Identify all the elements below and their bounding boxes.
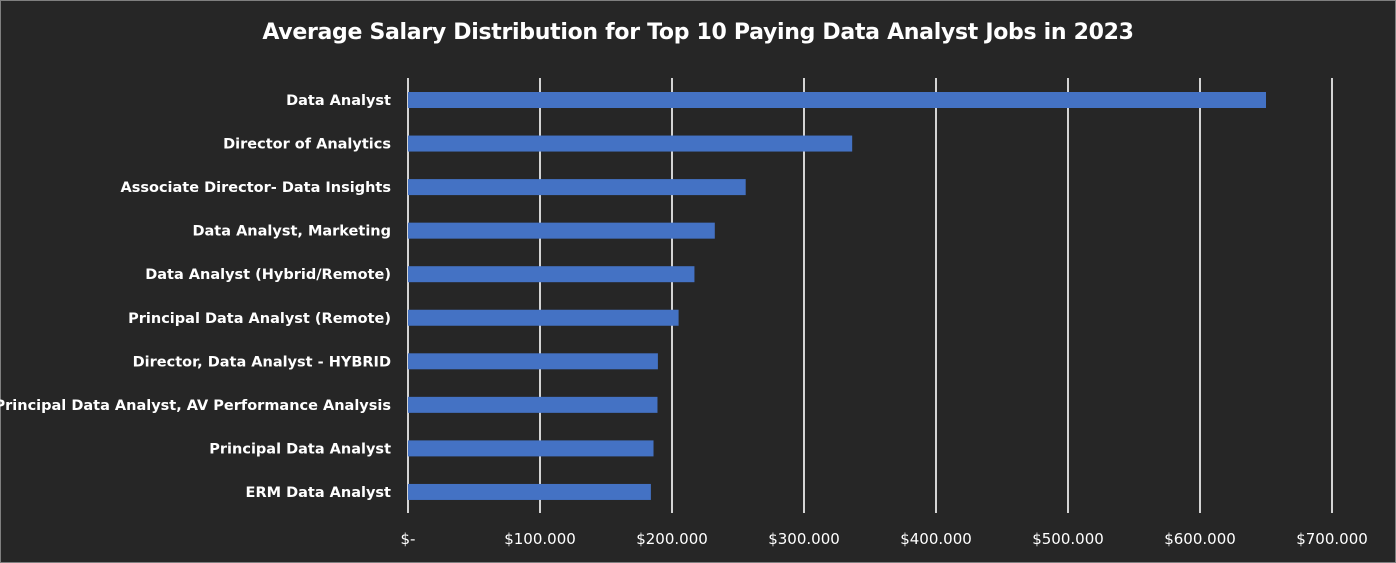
x-tick-label-6: $600.000 (1164, 530, 1236, 548)
x-tick-label-1: $100.000 (504, 530, 576, 548)
x-tick-label-2: $200.000 (636, 530, 708, 548)
x-tick-label-5: $500.000 (1032, 530, 1104, 548)
category-label-5: Principal Data Analyst (Remote) (128, 311, 391, 327)
bar-7 (408, 396, 658, 413)
category-label-4: Data Analyst (Hybrid/Remote) (145, 267, 391, 283)
category-label-9: ERM Data Analyst (246, 485, 392, 501)
bar-5 (408, 309, 679, 326)
x-tick-label-0: $- (401, 530, 416, 548)
category-label-6: Director, Data Analyst - HYBRID (133, 354, 391, 370)
bar-3 (408, 222, 715, 239)
bar-2 (408, 179, 746, 196)
bar-8 (408, 440, 654, 457)
x-tick-label-4: $400.000 (900, 530, 972, 548)
bar-1 (408, 135, 853, 152)
bar-0 (408, 92, 1266, 108)
category-labels: Data Analyst Director of Analytics Associa… (0, 93, 391, 501)
category-label-7: Principal Data Analyst, AV Performance A… (0, 398, 391, 414)
category-label-0: Data Analyst (286, 93, 391, 109)
category-label-8: Principal Data Analyst (209, 441, 391, 457)
category-label-2: Associate Director- Data Insights (121, 180, 391, 196)
bars (408, 92, 1266, 500)
bar-4 (408, 266, 695, 283)
x-tick-label-7: $700.000 (1296, 530, 1368, 548)
category-label-1: Director of Analytics (223, 137, 391, 153)
bar-6 (408, 353, 658, 370)
chart-title: Average Salary Distribution for Top 10 P… (262, 20, 1134, 45)
x-tick-label-3: $300.000 (768, 530, 840, 548)
bar-9 (408, 483, 651, 500)
category-label-3: Data Analyst, Marketing (192, 224, 391, 240)
x-axis-tick-labels: $- $100.000 $200.000 $300.000 $400.000 $500.0… (401, 530, 1368, 548)
